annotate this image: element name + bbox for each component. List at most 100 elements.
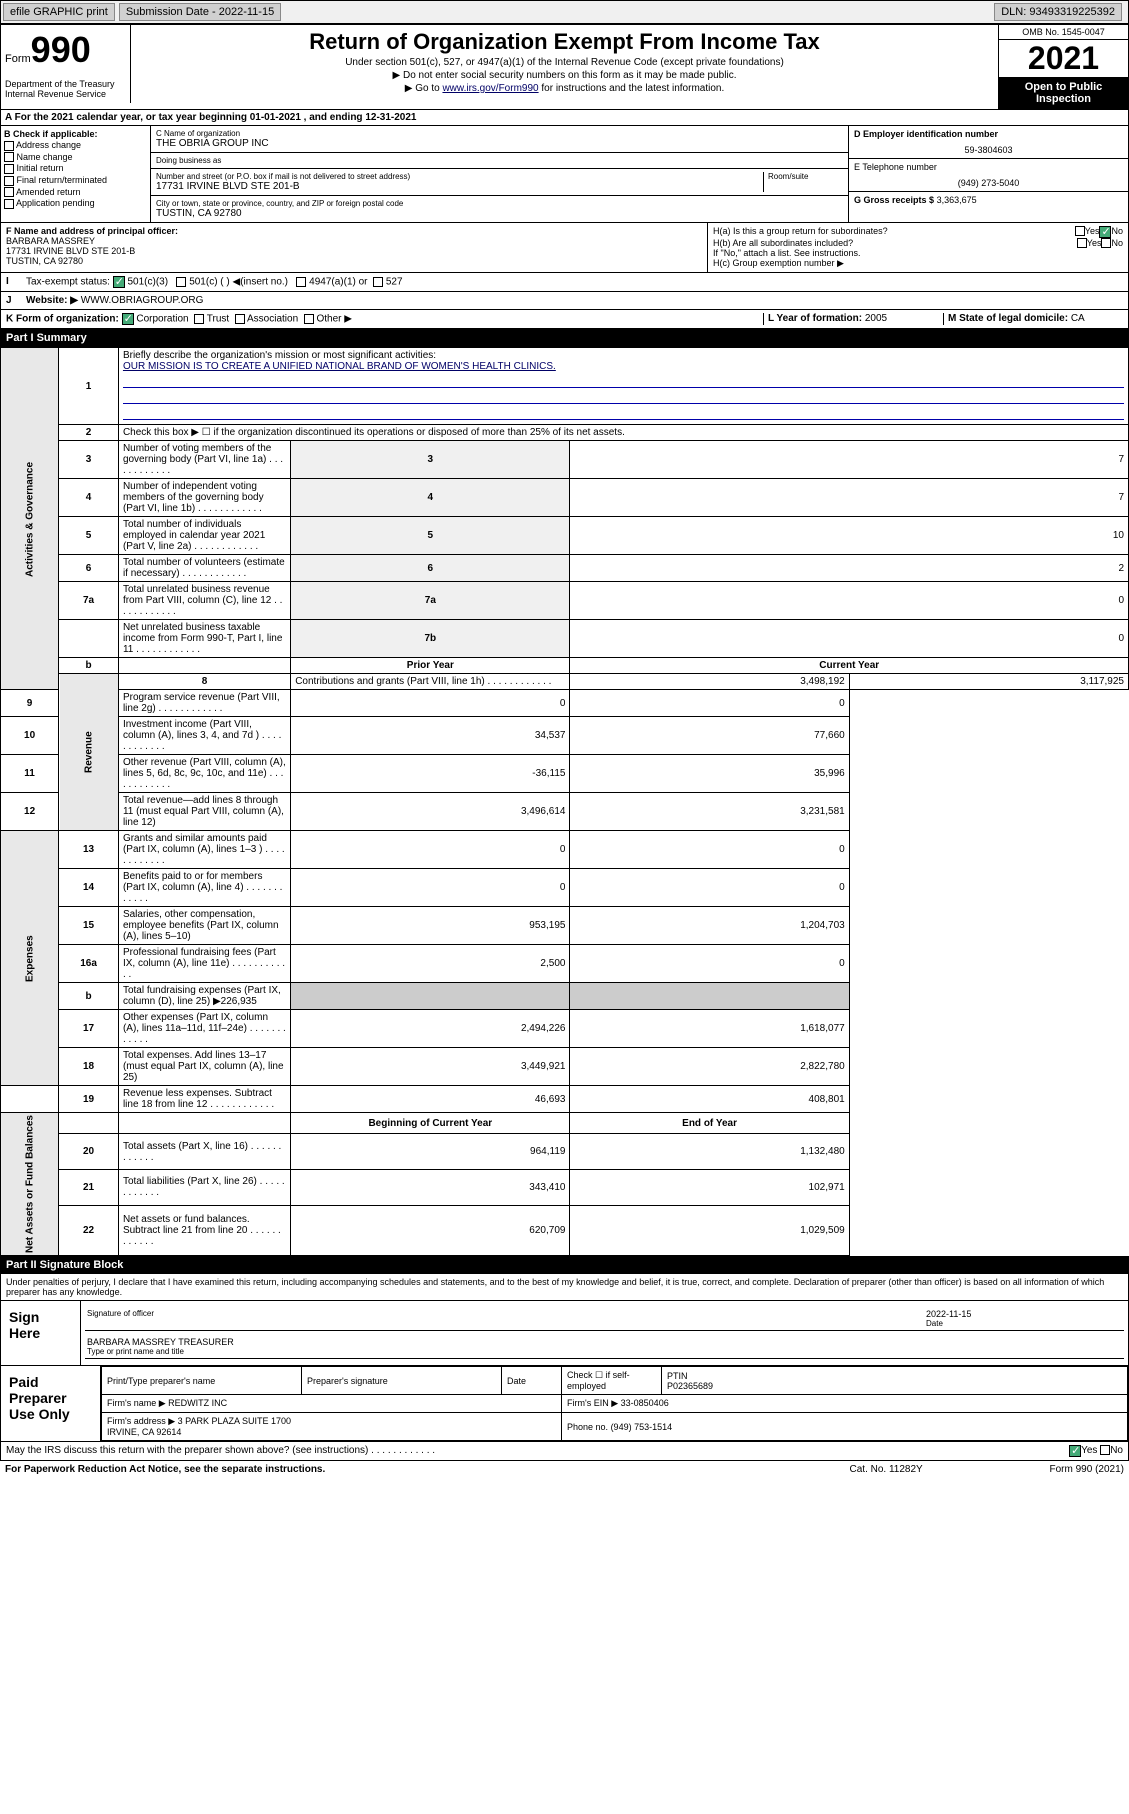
ein-label: D Employer identification number [854,129,1123,139]
year-formation-value: 2005 [865,313,887,324]
principal-officer-box: F Name and address of principal officer:… [1,223,708,272]
officer-name-title: BARBARA MASSREY TREASURER [87,1337,1122,1347]
chk-501c3[interactable] [113,276,125,288]
form-number-box: Form990 Department of the Treasury Inter… [1,25,131,103]
chk-application-pending[interactable]: Application pending [4,198,147,209]
current-year-hdr: Current Year [570,658,1129,674]
type-name-label: Type or print name and title [87,1347,1122,1356]
chk-4947[interactable] [296,277,306,287]
col-d-ein-phone: D Employer identification number 59-3804… [848,126,1128,222]
city-state-zip: TUSTIN, CA 92780 [156,208,843,219]
org-name: THE OBRIA GROUP INC [156,138,843,149]
prep-date-label: Date [502,1367,562,1395]
date-label: Date [926,1319,1122,1328]
year-box: OMB No. 1545-0047 2021 Open to Public In… [998,25,1128,109]
ein-value: 59-3804603 [854,145,1123,155]
page-footer: For Paperwork Reduction Act Notice, see … [0,1461,1129,1478]
discuss-no-chk[interactable] [1100,1445,1110,1455]
chk-trust[interactable] [194,314,204,324]
discuss-yes-chk[interactable] [1069,1445,1081,1457]
firm-ein-value: 33-0850406 [621,1398,669,1408]
line3-desc: Number of voting members of the governin… [118,441,290,479]
year-formation-label: L Year of formation: [768,313,862,324]
cat-no: Cat. No. 11282Y [850,1464,1050,1475]
firm-name-label: Firm's name ▶ [107,1398,166,1408]
chk-other[interactable] [304,314,314,324]
section-net-assets: Net Assets or Fund Balances [1,1113,59,1256]
efile-print-button[interactable]: efile GRAPHIC print [3,3,115,21]
discuss-text: May the IRS discuss this return with the… [6,1445,1069,1457]
top-toolbar: efile GRAPHIC print Submission Date - 20… [0,0,1129,24]
hb-label: H(b) Are all subordinates included? [713,238,1077,248]
signature-section: Sign Here Signature of officer 2022-11-1… [0,1301,1129,1366]
website-value: WWW.OBRIAGROUP.ORG [81,295,204,306]
link-prefix: ▶ Go to [405,83,443,94]
chk-final-return[interactable]: Final return/terminated [4,175,147,186]
hb-no-chk[interactable] [1101,238,1111,248]
section-revenue: Revenue [59,674,119,831]
line7a-desc: Total unrelated business revenue from Pa… [118,582,290,620]
part2-header: Part II Signature Block [0,1256,1129,1274]
link-note: ▶ Go to www.irs.gov/Form990 for instruct… [135,83,994,94]
line7b-desc: Net unrelated business taxable income fr… [118,620,290,658]
firm-addr-label: Firm's address ▶ [107,1416,175,1426]
chk-527[interactable] [373,277,383,287]
summary-table: Activities & Governance 1 Briefly descri… [0,347,1129,1256]
preparer-table: Print/Type preparer's name Preparer's si… [101,1366,1128,1441]
line2-text: Check this box ▶ ☐ if the organization d… [118,425,1128,441]
chk-address-change[interactable]: Address change [4,140,147,151]
org-name-label: C Name of organization [156,129,843,138]
firm-city-value: IRVINE, CA 92614 [107,1427,181,1437]
mission-text: OUR MISSION IS TO CREATE A UNIFIED NATIO… [123,361,556,372]
ptin-value: P02365689 [667,1381,713,1391]
domicile-value: CA [1071,313,1085,324]
chk-corporation[interactable] [122,313,134,325]
col-c-org-info: C Name of organization THE OBRIA GROUP I… [151,126,848,222]
perjury-statement: Under penalties of perjury, I declare th… [0,1274,1129,1301]
sig-date-value: 2022-11-15 [926,1309,1122,1319]
chk-association[interactable] [235,314,245,324]
hb-yes-chk[interactable] [1077,238,1087,248]
ptin-label: PTIN [667,1371,688,1381]
paperwork-notice: For Paperwork Reduction Act Notice, see … [5,1464,850,1475]
firm-phone-label: Phone no. [567,1422,608,1432]
line1-label: Briefly describe the organization's miss… [123,350,436,361]
city-label: City or town, state or province, country… [156,199,843,208]
line4-desc: Number of independent voting members of … [118,479,290,517]
officer-addr1: 17731 IRVINE BLVD STE 201-B [6,246,702,256]
irs-link[interactable]: www.irs.gov/Form990 [442,83,538,94]
ha-label: H(a) Is this a group return for subordin… [713,226,1075,238]
group-return-box: H(a) Is this a group return for subordin… [708,223,1128,272]
chk-501c[interactable] [176,277,186,287]
ha-no-chk[interactable] [1099,226,1111,238]
prep-name-label: Print/Type preparer's name [102,1367,302,1395]
form-number: 990 [31,29,91,70]
paid-preparer-section: Paid Preparer Use Only Print/Type prepar… [0,1366,1129,1442]
room-label: Room/suite [768,172,843,181]
chk-amended-return[interactable]: Amended return [4,187,147,198]
chk-name-change[interactable]: Name change [4,152,147,163]
hb-note: If "No," attach a list. See instructions… [713,248,1123,258]
chk-initial-return[interactable]: Initial return [4,163,147,174]
form-title: Return of Organization Exempt From Incom… [135,29,994,55]
officer-label: F Name and address of principal officer: [6,226,702,236]
sign-here-label: Sign Here [1,1301,81,1365]
form-org-label: K Form of organization: [6,314,119,325]
website-label: Website: ▶ [26,295,78,306]
officer-addr2: TUSTIN, CA 92780 [6,256,702,266]
form-subtitle: Under section 501(c), 527, or 4947(a)(1)… [135,57,994,68]
part1-header: Part I Summary [0,329,1129,347]
line8-desc: Contributions and grants (Part VIII, lin… [291,674,570,690]
line5-desc: Total number of individuals employed in … [118,517,290,555]
row-j-website: J Website: ▶ WWW.OBRIAGROUP.ORG [0,292,1129,310]
link-suffix: for instructions and the latest informat… [539,83,725,94]
end-year-hdr: End of Year [570,1113,849,1134]
line4-val: 7 [570,479,1129,517]
line8-curr: 3,117,925 [849,674,1128,690]
beginning-year-hdr: Beginning of Current Year [291,1113,570,1134]
dba-label: Doing business as [156,156,843,165]
line6-desc: Total number of volunteers (estimate if … [118,555,290,582]
ha-yes-chk[interactable] [1075,226,1085,236]
street-address: 17731 IRVINE BLVD STE 201-B [156,181,763,192]
line5-val: 10 [570,517,1129,555]
